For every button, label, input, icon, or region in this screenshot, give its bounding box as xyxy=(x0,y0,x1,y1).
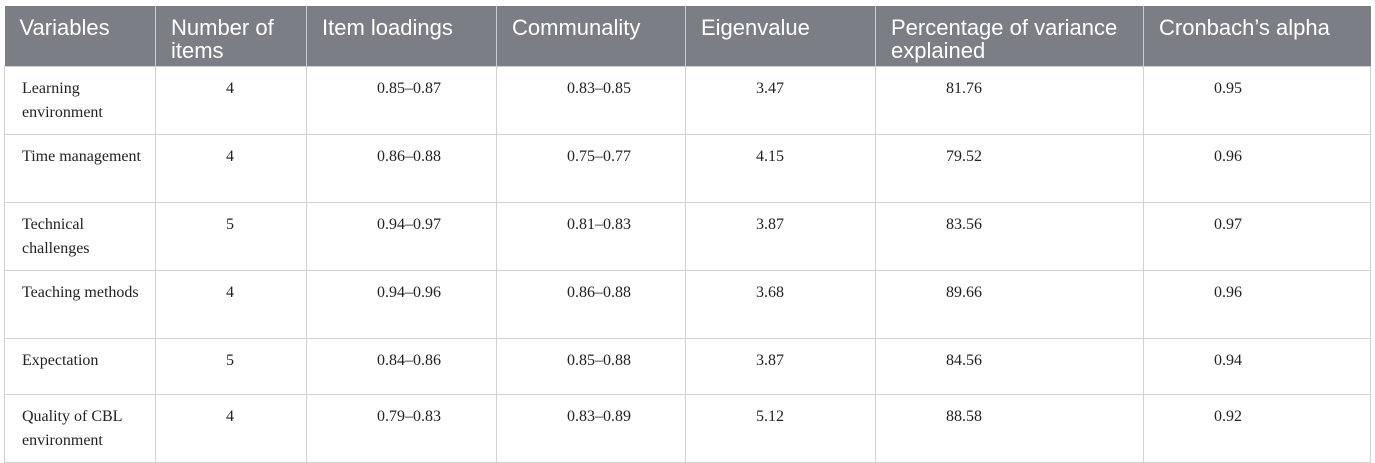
cell-number-of-items: 5 xyxy=(155,202,307,271)
cell-variance-explained: 89.66 xyxy=(875,270,1144,339)
cell-cronbachs-alpha: 0.94 xyxy=(1143,338,1371,395)
cell-item-loadings: 0.94–0.97 xyxy=(306,202,497,271)
cell-cronbachs-alpha: 0.97 xyxy=(1143,202,1371,271)
cell-eigenvalue: 3.87 xyxy=(685,338,876,395)
cell-cronbachs-alpha: 0.92 xyxy=(1143,394,1371,463)
table-row: Quality of CBL environment 4 0.79–0.83 0… xyxy=(4,394,1371,463)
table-row: Expectation 5 0.84–0.86 0.85–0.88 3.87 8… xyxy=(4,338,1371,395)
header-cronbachs-alpha: Cronbach’s alpha xyxy=(1143,6,1371,67)
cell-variable: Teaching methods xyxy=(4,270,156,339)
header-row: Variables Number of items Item loadings … xyxy=(4,6,1371,67)
data-table: Variables Number of items Item loadings … xyxy=(4,6,1371,463)
cell-number-of-items: 5 xyxy=(155,338,307,395)
cell-variance-explained: 81.76 xyxy=(875,66,1144,135)
cell-communality: 0.83–0.89 xyxy=(496,394,686,463)
cell-communality: 0.75–0.77 xyxy=(496,134,686,203)
header-eigenvalue: Eigenvalue xyxy=(685,6,876,67)
cell-variance-explained: 83.56 xyxy=(875,202,1144,271)
header-communality: Communality xyxy=(496,6,686,67)
header-number-of-items: Number of items xyxy=(155,6,307,67)
cell-variance-explained: 88.58 xyxy=(875,394,1144,463)
header-percentage-of-variance: Percentage of variance explained xyxy=(875,6,1144,67)
cell-number-of-items: 4 xyxy=(155,270,307,339)
cell-variable: Quality of CBL environment xyxy=(4,394,156,463)
cell-variable: Learning environment xyxy=(4,66,156,135)
cell-communality: 0.85–0.88 xyxy=(496,338,686,395)
cell-eigenvalue: 3.87 xyxy=(685,202,876,271)
cell-eigenvalue: 3.68 xyxy=(685,270,876,339)
cell-item-loadings: 0.85–0.87 xyxy=(306,66,497,135)
header-variables: Variables xyxy=(4,6,156,67)
header-item-loadings: Item loadings xyxy=(306,6,497,67)
cell-number-of-items: 4 xyxy=(155,134,307,203)
cell-eigenvalue: 5.12 xyxy=(685,394,876,463)
table-row: Technical challenges 5 0.94–0.97 0.81–0.… xyxy=(4,202,1371,271)
cell-item-loadings: 0.94–0.96 xyxy=(306,270,497,339)
cell-cronbachs-alpha: 0.96 xyxy=(1143,134,1371,203)
table-row: Teaching methods 4 0.94–0.96 0.86–0.88 3… xyxy=(4,270,1371,339)
cell-cronbachs-alpha: 0.95 xyxy=(1143,66,1371,135)
cell-eigenvalue: 4.15 xyxy=(685,134,876,203)
cell-eigenvalue: 3.47 xyxy=(685,66,876,135)
table-row: Time management 4 0.86–0.88 0.75–0.77 4.… xyxy=(4,134,1371,203)
cell-variance-explained: 79.52 xyxy=(875,134,1144,203)
cell-communality: 0.86–0.88 xyxy=(496,270,686,339)
table-row: Learning environment 4 0.85–0.87 0.83–0.… xyxy=(4,66,1371,135)
cell-variable: Expectation xyxy=(4,338,156,395)
cell-variable: Time management xyxy=(4,134,156,203)
cell-communality: 0.83–0.85 xyxy=(496,66,686,135)
cell-item-loadings: 0.79–0.83 xyxy=(306,394,497,463)
cell-item-loadings: 0.84–0.86 xyxy=(306,338,497,395)
cell-number-of-items: 4 xyxy=(155,394,307,463)
cell-number-of-items: 4 xyxy=(155,66,307,135)
cell-variable: Technical challenges xyxy=(4,202,156,271)
cell-variance-explained: 84.56 xyxy=(875,338,1144,395)
cell-cronbachs-alpha: 0.96 xyxy=(1143,270,1371,339)
cell-communality: 0.81–0.83 xyxy=(496,202,686,271)
cell-item-loadings: 0.86–0.88 xyxy=(306,134,497,203)
